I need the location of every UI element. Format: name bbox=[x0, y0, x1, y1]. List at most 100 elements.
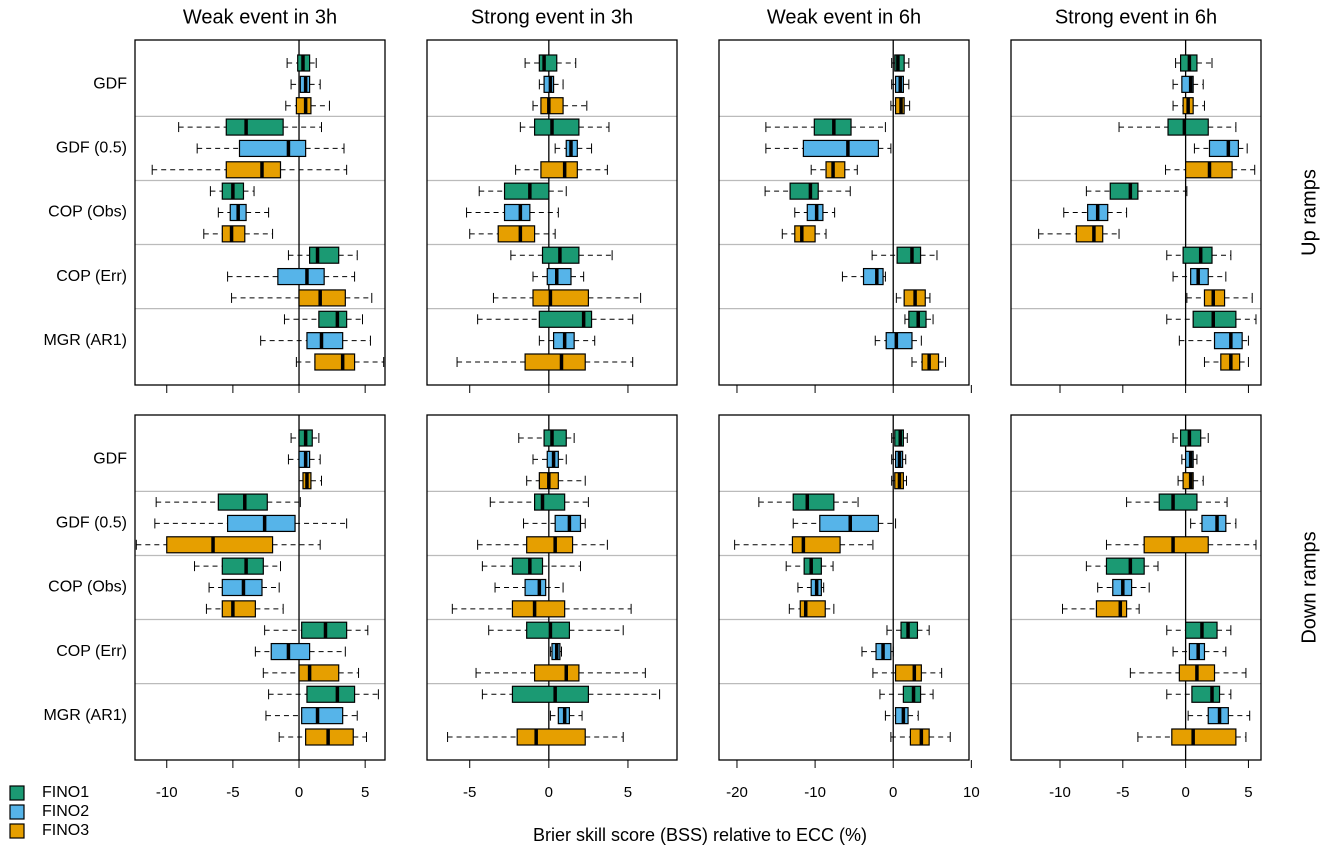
x-tick-label: 5 bbox=[1244, 784, 1252, 801]
panel-frame bbox=[1010, 39, 1262, 386]
panel-title: Weak event in 6h bbox=[767, 6, 921, 28]
x-tick-label: 0 bbox=[295, 784, 303, 801]
panel: Weak event in 3h GDF GDF (0.5) COP (Obs) COP… bbox=[43, 6, 386, 393]
box bbox=[306, 332, 344, 350]
x-tick-label: -5 bbox=[1116, 784, 1129, 801]
box bbox=[1158, 493, 1198, 511]
x-tick-label: -10 bbox=[1049, 784, 1071, 801]
category-label: MGR (AR1) bbox=[43, 707, 127, 724]
box bbox=[789, 182, 819, 200]
legend-label: FINO3 bbox=[42, 822, 89, 839]
box bbox=[298, 289, 346, 307]
box bbox=[533, 118, 580, 136]
box bbox=[225, 161, 282, 179]
x-tick-label: 5 bbox=[361, 784, 369, 801]
box bbox=[802, 139, 879, 158]
legend-swatch bbox=[9, 823, 25, 839]
box bbox=[1208, 139, 1239, 158]
box bbox=[1182, 246, 1213, 264]
box bbox=[511, 600, 566, 618]
box bbox=[221, 225, 246, 243]
x-tick-label: 0 bbox=[889, 784, 897, 801]
panel: -10 -5 0 5 GDF GDF (0.5) COP (Obs) COP (Err) MGR… bbox=[43, 414, 386, 801]
box bbox=[540, 161, 578, 179]
box bbox=[225, 118, 284, 136]
box bbox=[825, 161, 846, 179]
x-tick-label: 10 bbox=[963, 784, 980, 801]
box bbox=[503, 182, 550, 200]
category-label: MGR (AR1) bbox=[43, 332, 127, 349]
box bbox=[794, 225, 816, 243]
box bbox=[896, 246, 922, 264]
box bbox=[516, 728, 586, 746]
box bbox=[526, 536, 574, 554]
box bbox=[217, 493, 268, 511]
box bbox=[221, 600, 256, 618]
x-axis-label: Brier skill score (BSS) relative to ECC … bbox=[533, 825, 867, 845]
legend-label: FINO1 bbox=[42, 784, 89, 801]
box bbox=[543, 429, 567, 447]
box bbox=[791, 536, 841, 554]
category-label: COP (Obs) bbox=[48, 204, 127, 221]
legend-label: FINO2 bbox=[42, 803, 89, 820]
panel-frame bbox=[426, 39, 678, 386]
x-tick-label: 5 bbox=[624, 784, 632, 801]
panel: -10 -5 0 5 Down ramps bbox=[1010, 414, 1320, 801]
x-tick-label: -10 bbox=[804, 784, 826, 801]
box bbox=[270, 642, 311, 661]
legend-swatch bbox=[9, 785, 25, 801]
panel: -20 -10 0 10 bbox=[718, 414, 980, 801]
panel-frame bbox=[134, 414, 386, 761]
category-label: GDF bbox=[93, 451, 127, 468]
panel: -5 0 5 bbox=[426, 414, 678, 801]
x-tick-label: 0 bbox=[545, 784, 553, 801]
x-tick-label: -10 bbox=[156, 784, 178, 801]
panel-frame bbox=[134, 39, 386, 386]
box bbox=[862, 267, 884, 286]
box bbox=[497, 225, 536, 243]
panel-title: Weak event in 3h bbox=[183, 6, 337, 28]
box bbox=[314, 353, 356, 371]
panel-frame bbox=[718, 414, 970, 761]
panel: Strong event in 3h bbox=[426, 6, 678, 393]
box bbox=[792, 493, 835, 511]
category-label: GDF bbox=[93, 76, 127, 93]
box bbox=[1167, 118, 1209, 136]
box bbox=[533, 664, 580, 682]
panel-frame bbox=[718, 39, 970, 386]
panel-frame bbox=[426, 414, 678, 761]
box bbox=[226, 514, 296, 533]
box bbox=[1201, 514, 1227, 533]
x-tick-label: 0 bbox=[1181, 784, 1189, 801]
box bbox=[306, 685, 356, 703]
panel-frame bbox=[1010, 414, 1262, 761]
box bbox=[511, 685, 589, 703]
box bbox=[318, 310, 348, 328]
category-label: GDF (0.5) bbox=[56, 140, 127, 157]
row-label: Down ramps bbox=[1298, 531, 1320, 643]
box bbox=[540, 97, 564, 115]
box bbox=[1171, 728, 1237, 746]
legend-swatch bbox=[9, 804, 25, 820]
box bbox=[894, 664, 922, 682]
box bbox=[532, 289, 589, 307]
category-label: COP (Err) bbox=[56, 643, 127, 660]
box bbox=[1095, 600, 1128, 618]
box bbox=[238, 139, 307, 158]
box bbox=[1213, 332, 1243, 350]
panel: Strong event in 6h Up ramps bbox=[1010, 6, 1320, 393]
box bbox=[511, 557, 544, 575]
box bbox=[538, 310, 593, 328]
box bbox=[221, 557, 264, 575]
category-label: GDF (0.5) bbox=[56, 515, 127, 532]
box bbox=[503, 203, 531, 222]
box bbox=[309, 246, 340, 264]
box bbox=[301, 707, 344, 725]
box bbox=[546, 267, 572, 286]
category-label: COP (Err) bbox=[56, 268, 127, 285]
box bbox=[1181, 75, 1194, 93]
box bbox=[524, 353, 586, 371]
x-tick-label: -5 bbox=[463, 784, 476, 801]
